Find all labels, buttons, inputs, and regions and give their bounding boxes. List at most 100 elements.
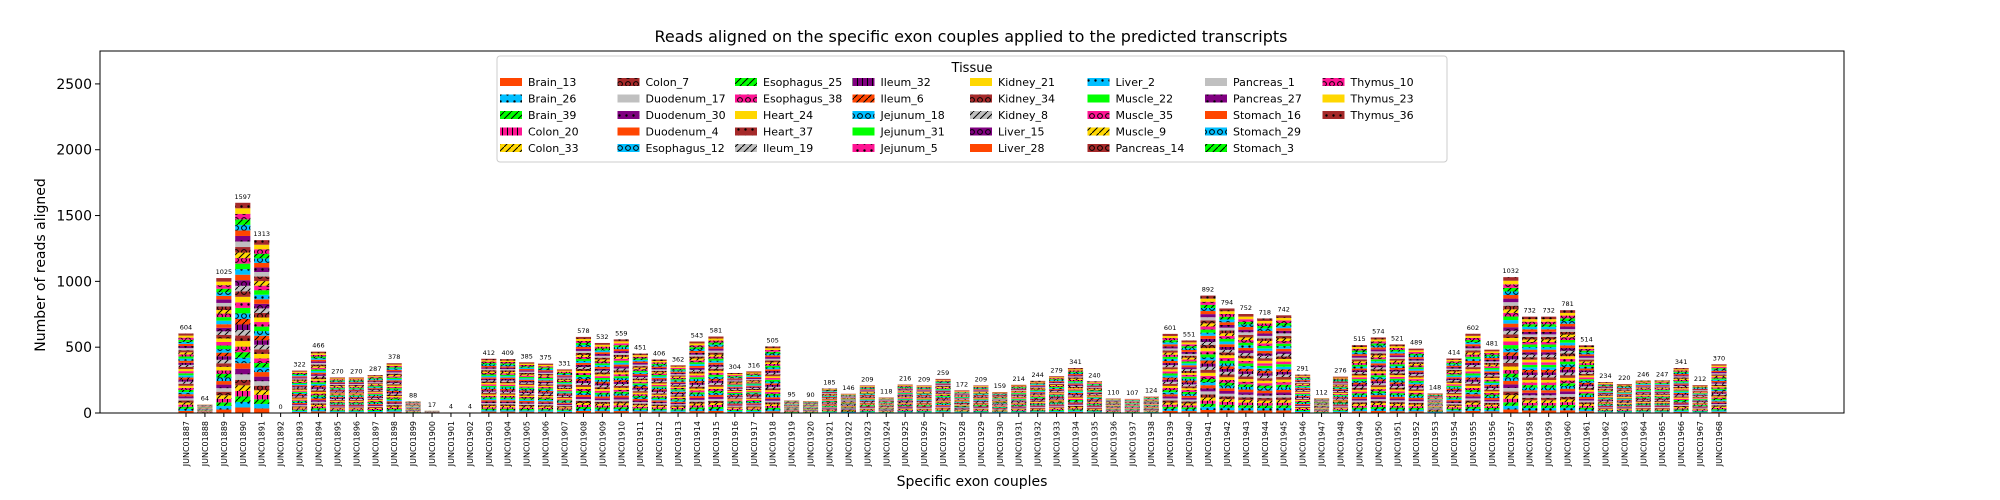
bar-segment-hatch <box>992 392 1008 393</box>
bar-segment-hatch <box>367 378 383 380</box>
bar-segment <box>556 402 573 404</box>
bar-segment-hatch <box>689 356 705 359</box>
bar-segment-hatch <box>386 368 402 370</box>
bar-segment <box>1200 385 1216 389</box>
bar-segment <box>973 390 989 392</box>
bar-segment-hatch <box>1332 393 1349 395</box>
bar-segment-hatch <box>897 405 913 407</box>
bar-segment-hatch <box>1351 352 1367 355</box>
bar-segment-hatch <box>367 375 383 377</box>
bar-segment-hatch <box>348 391 364 393</box>
bar-segment <box>1030 407 1046 408</box>
bar-segment-hatch <box>481 407 497 409</box>
bar-segment <box>594 377 610 380</box>
bar-segment <box>310 411 327 413</box>
bar-segment-hatch <box>386 363 402 365</box>
bar-segment <box>651 369 667 371</box>
bar-segment-hatch <box>1295 410 1311 412</box>
bar-segment <box>1162 385 1178 389</box>
bar-segment-hatch <box>1503 355 1519 360</box>
bar-segment <box>897 394 913 396</box>
bar-segment <box>954 394 970 396</box>
bar-segment-hatch <box>1446 405 1462 408</box>
bar-segment-hatch <box>727 391 743 393</box>
bar-segment-hatch <box>1086 403 1103 405</box>
bar-segment <box>746 411 762 413</box>
bar-segment <box>1503 280 1519 285</box>
bar-segment-hatch <box>1446 404 1462 406</box>
bar-segment-hatch <box>1370 389 1386 392</box>
bar-segment <box>1181 376 1197 379</box>
bar-segment-hatch <box>1067 385 1084 388</box>
bar-segment-hatch <box>575 404 592 407</box>
bar-segment <box>1578 400 1595 403</box>
bar-segment-hatch <box>1086 383 1103 385</box>
bar-segment-hatch <box>632 394 648 396</box>
bar-segment-hatch <box>708 348 724 351</box>
bar-segment <box>1503 366 1519 371</box>
bar-segment-hatch <box>310 367 327 370</box>
bar-segment-hatch <box>386 390 402 393</box>
bar-segment <box>538 377 554 380</box>
bar-segment-hatch <box>992 400 1008 402</box>
bar-segment <box>254 372 270 377</box>
bar-segment-hatch <box>1427 395 1443 397</box>
bar-segment <box>916 406 932 408</box>
bar-segment-hatch <box>1238 353 1254 356</box>
bar-segment-hatch <box>859 386 875 388</box>
bar-segment <box>1560 361 1576 365</box>
bar-segment <box>575 410 592 413</box>
bar-segment-hatch <box>708 354 724 357</box>
bar-segment <box>1370 359 1386 362</box>
bar-segment <box>1465 335 1481 338</box>
bar-segment-hatch <box>556 407 573 409</box>
bar-segment-hatch <box>1389 402 1405 404</box>
bar-segment-hatch <box>1427 407 1443 409</box>
bar-segment-hatch <box>916 387 932 389</box>
data-label: 146 <box>842 384 854 392</box>
bar-segment-hatch <box>1049 402 1065 404</box>
bar-segment <box>954 398 970 399</box>
bar-segment-hatch <box>556 393 573 395</box>
bar-segment <box>1446 394 1462 396</box>
bar-segment <box>859 406 875 408</box>
bar-segment-hatch <box>1389 407 1405 410</box>
bar-segment-hatch <box>1162 377 1178 380</box>
bar-segment-hatch <box>973 408 989 410</box>
bar-segment-hatch <box>973 398 989 400</box>
bar-segment-hatch <box>1332 391 1349 392</box>
bar-segment <box>594 366 610 369</box>
bar-segment-hatch <box>1522 324 1538 327</box>
bar-segment-hatch <box>348 379 364 381</box>
bar-segment-hatch <box>1162 340 1178 343</box>
bar-segment-hatch <box>954 401 970 402</box>
bar-segment-hatch <box>632 403 648 406</box>
bar-segment-hatch <box>1181 355 1197 358</box>
bar-segment <box>310 369 327 372</box>
bar-segment-hatch <box>1484 354 1500 357</box>
bar-segment <box>575 394 592 397</box>
bar-segment-hatch <box>1238 350 1254 354</box>
bar-segment-hatch <box>1049 382 1065 384</box>
bar-segment-hatch <box>689 409 705 412</box>
bar-segment-hatch <box>840 402 856 404</box>
bar-segment-hatch <box>481 381 497 384</box>
bar-segment <box>1427 399 1443 400</box>
bar-segment-hatch <box>575 352 592 355</box>
bar-segment <box>500 366 516 368</box>
bar-segment <box>367 392 383 394</box>
bar-segment-hatch <box>1067 377 1084 379</box>
stacked-bar: 4 <box>462 402 478 413</box>
stacked-bar: 112 <box>1313 388 1330 413</box>
stacked-bar: 1313 <box>253 230 270 413</box>
bar-segment-hatch <box>840 410 856 412</box>
bar-segment-hatch <box>1370 383 1386 386</box>
bar-segment-hatch <box>348 380 364 382</box>
stacked-bar: 304 <box>727 363 743 413</box>
bar-segment-hatch <box>1503 373 1519 378</box>
bar-segment <box>1030 385 1046 386</box>
bar-segment-hatch <box>1541 402 1557 406</box>
bar-segment <box>538 388 554 390</box>
bar-segment-hatch <box>500 359 516 361</box>
bar-segment-hatch <box>1389 394 1405 397</box>
